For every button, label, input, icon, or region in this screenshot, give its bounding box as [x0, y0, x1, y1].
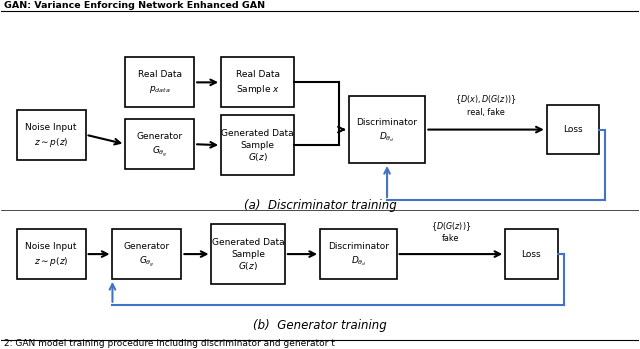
Text: Real Data: Real Data: [138, 70, 182, 79]
FancyBboxPatch shape: [547, 105, 599, 155]
Text: Generator: Generator: [124, 242, 170, 251]
FancyBboxPatch shape: [17, 110, 86, 159]
Text: Discriminator: Discriminator: [328, 242, 389, 251]
FancyBboxPatch shape: [17, 229, 86, 279]
Text: Sample: Sample: [231, 250, 265, 259]
Text: Noise Input: Noise Input: [26, 123, 77, 132]
Text: Generator: Generator: [137, 132, 183, 141]
Text: Real Data: Real Data: [236, 70, 280, 79]
Text: Loss: Loss: [563, 125, 582, 134]
FancyBboxPatch shape: [211, 224, 285, 284]
FancyBboxPatch shape: [125, 58, 194, 107]
Text: $\{D(x),D(G(z))\}$
real, fake: $\{D(x),D(G(z))\}$ real, fake: [455, 94, 516, 117]
Text: (b)  Generator training: (b) Generator training: [253, 319, 387, 332]
FancyBboxPatch shape: [505, 229, 557, 279]
Text: $z{\sim}p(z)$: $z{\sim}p(z)$: [34, 255, 68, 268]
Text: $p_{data}$: $p_{data}$: [149, 84, 170, 95]
Text: $D_{\theta_d}$: $D_{\theta_d}$: [380, 131, 395, 144]
Text: Sample: Sample: [241, 141, 275, 150]
FancyBboxPatch shape: [320, 229, 397, 279]
FancyBboxPatch shape: [221, 115, 294, 175]
Text: Loss: Loss: [522, 250, 541, 259]
Text: $\{D(G(z))\}$
fake: $\{D(G(z))\}$ fake: [431, 220, 471, 243]
FancyBboxPatch shape: [221, 58, 294, 107]
Text: $z{\sim}p(z)$: $z{\sim}p(z)$: [34, 136, 68, 149]
Text: Discriminator: Discriminator: [356, 118, 417, 127]
Text: (a)  Discriminator training: (a) Discriminator training: [244, 199, 396, 211]
FancyBboxPatch shape: [113, 229, 181, 279]
Text: $G_{\theta_g}$: $G_{\theta_g}$: [152, 144, 168, 159]
Text: Sample $x$: Sample $x$: [236, 83, 280, 96]
Text: GAN: Variance Enforcing Network Enhanced GAN: GAN: Variance Enforcing Network Enhanced…: [4, 1, 265, 10]
FancyBboxPatch shape: [125, 119, 194, 169]
Text: $G(z)$: $G(z)$: [248, 151, 268, 163]
Text: Generated Data: Generated Data: [221, 129, 294, 138]
Text: $G_{\theta_g}$: $G_{\theta_g}$: [140, 254, 155, 269]
Text: Generated Data: Generated Data: [212, 238, 284, 247]
Text: Noise Input: Noise Input: [26, 242, 77, 251]
FancyBboxPatch shape: [349, 96, 426, 163]
Text: $G(z)$: $G(z)$: [238, 260, 258, 272]
Text: $D_{\theta_d}$: $D_{\theta_d}$: [351, 255, 366, 268]
Text: 2: GAN model training procedure including discriminator and generator t: 2: GAN model training procedure includin…: [4, 339, 335, 348]
